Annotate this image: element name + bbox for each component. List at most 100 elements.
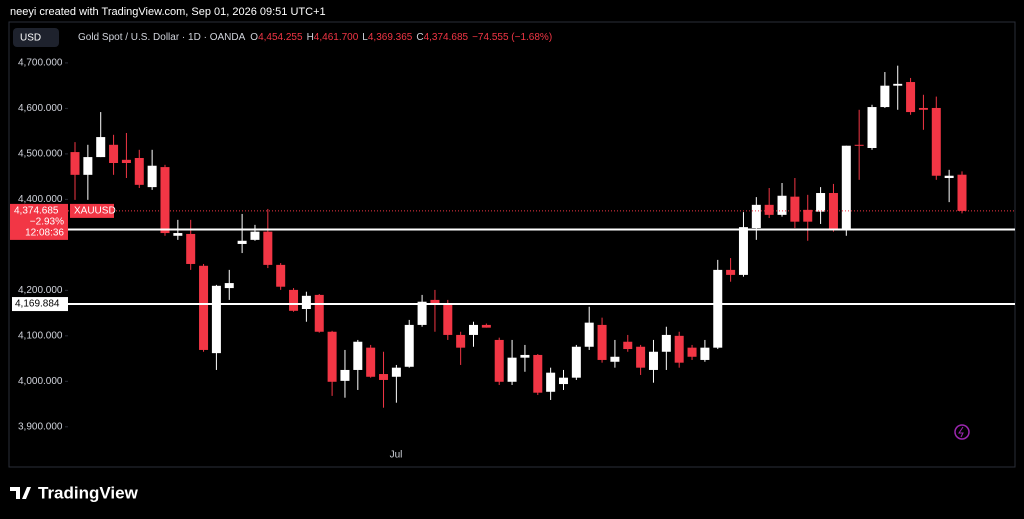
y-tick-label: 4,400.000: [18, 194, 63, 205]
candle-body: [546, 372, 556, 392]
legend: Gold Spot / U.S. Dollar · 1D · OANDA O4,4…: [78, 32, 552, 43]
candle-body: [186, 233, 196, 264]
ohlc-key: C: [416, 32, 423, 43]
candle-body: [109, 144, 119, 163]
y-tick-label: 4,500.000: [18, 149, 63, 160]
candle-body: [224, 283, 234, 289]
last-change: −2.93%: [30, 217, 64, 228]
candle-body: [340, 369, 350, 381]
brand: TradingView: [38, 483, 139, 502]
line-label-box: [12, 297, 68, 312]
change: −74.555 (−1.68%): [472, 32, 552, 43]
line-label: 4,169.884: [15, 299, 60, 310]
candle-body: [558, 377, 568, 385]
candle-body: [918, 107, 928, 110]
candle-body: [379, 374, 389, 380]
candle-body: [584, 322, 594, 347]
countdown: 12:08:36: [25, 228, 64, 239]
candle-body: [314, 294, 324, 332]
candle-body: [623, 341, 633, 350]
candle-body: [841, 145, 851, 229]
x-tick-label: Jul: [390, 450, 403, 461]
alert-icon[interactable]: [954, 424, 970, 440]
candle-body: [96, 137, 106, 158]
candle-body: [610, 356, 620, 362]
candle-body: [661, 334, 671, 352]
candle-body: [674, 335, 684, 363]
candle-body: [597, 324, 607, 360]
candle-body: [237, 240, 247, 244]
panel: [8, 21, 1016, 468]
candle-body: [160, 167, 170, 234]
candle-body: [687, 347, 697, 357]
y-tick-label: 4,100.000: [18, 330, 63, 341]
instrument: Gold Spot / U.S. Dollar · 1D · OANDA: [78, 32, 246, 43]
ohlc-value: 4,454.255: [258, 32, 303, 43]
ohlc-value: 4,461.700: [314, 32, 359, 43]
candle-body: [494, 339, 504, 382]
candle-body: [700, 347, 710, 360]
y-tick-label: 4,000.000: [18, 376, 63, 387]
candle-body: [456, 334, 466, 348]
candle-body: [803, 209, 813, 222]
symbol: XAUUSD: [74, 206, 116, 217]
ohlc-key: L: [362, 32, 368, 43]
candle-body: [121, 159, 131, 163]
candle-body: [263, 231, 273, 265]
currency: USD: [20, 33, 41, 44]
candle-body: [880, 85, 890, 108]
candle-body: [648, 351, 658, 370]
candle-body: [301, 295, 311, 310]
candle-body: [520, 354, 530, 358]
candle-body: [957, 174, 967, 211]
ohlc-key: H: [307, 32, 314, 43]
candle-body: [211, 285, 221, 354]
last-price: 4,374.685: [14, 206, 59, 217]
currency-button[interactable]: [13, 28, 59, 47]
ohlc-value: 4,369.365: [368, 32, 413, 43]
y-tick-label: 3,900.000: [18, 421, 63, 432]
y-tick-label: 4,200.000: [18, 285, 63, 296]
candle-body: [430, 299, 440, 305]
candle-body: [738, 227, 748, 275]
candle-body: [173, 233, 183, 236]
candle-body: [777, 195, 787, 215]
candle-body: [636, 346, 646, 368]
candle-body: [931, 107, 941, 176]
candle-body: [764, 204, 774, 215]
credit: neeyi created with TradingView.com, Sep …: [10, 6, 326, 18]
candle-body: [353, 341, 363, 370]
candle-body: [366, 347, 376, 377]
candle-body: [893, 83, 903, 86]
candle-body: [726, 269, 736, 275]
candle-body: [507, 357, 517, 382]
candle-body: [199, 265, 209, 350]
candle-body: [404, 324, 414, 367]
candle-body: [83, 157, 93, 175]
candle-body: [147, 165, 157, 188]
y-tick-label: 4,700.000: [18, 58, 63, 69]
candle-body: [134, 157, 144, 185]
candle-body: [571, 346, 581, 378]
candle-body: [276, 264, 286, 287]
y-tick-label: 4,600.000: [18, 103, 63, 114]
symbol-tag: [70, 203, 114, 218]
candle-body: [417, 301, 427, 325]
alert-bolt: [958, 426, 964, 438]
candle-body: [327, 331, 337, 382]
candle-body: [713, 269, 723, 348]
candle-body: [481, 324, 491, 328]
candle-body: [854, 144, 864, 146]
candle-body: [816, 193, 826, 212]
candle-body: [250, 231, 260, 240]
candle-body: [867, 107, 877, 148]
candle-body: [443, 304, 453, 335]
candle-body: [391, 367, 401, 377]
ohlc-key: O: [250, 32, 258, 43]
logo: [10, 487, 31, 499]
candle-body: [469, 324, 479, 335]
candle-body: [533, 354, 543, 393]
candle-body: [906, 82, 916, 113]
